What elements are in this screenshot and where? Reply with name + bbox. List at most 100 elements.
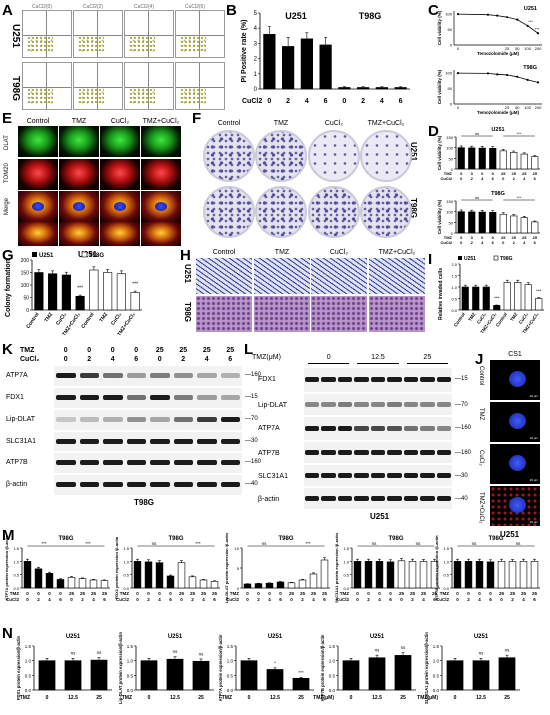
bar <box>531 156 539 170</box>
x-tick-label: 0 <box>454 695 457 701</box>
protein-band <box>103 460 123 465</box>
row-value: 25 <box>510 591 516 596</box>
row-value: 0 <box>290 597 293 602</box>
y-tick-label: 0.5 <box>127 673 134 678</box>
row-label: TMZ <box>230 591 239 596</box>
bar <box>446 660 464 691</box>
nucleus <box>155 201 167 212</box>
x-tick-label: 25 <box>298 695 304 701</box>
y-tick-label: 0.0 <box>451 308 457 313</box>
fluorescence-image <box>100 126 140 157</box>
blot-strip <box>304 488 452 509</box>
chart-title: T98G <box>58 536 73 542</box>
mw-label: —160 <box>455 450 472 456</box>
flow-cytometry-plot <box>124 62 174 110</box>
bar <box>338 87 351 90</box>
bar <box>453 561 462 589</box>
column-label: CuCl₂ <box>329 249 349 256</box>
row-value: 4 <box>48 597 51 602</box>
lane-value: 0 <box>63 347 68 354</box>
bar <box>498 657 516 691</box>
bar-chart: 0.0 0.5 1.0 1.5 <box>227 644 314 693</box>
data-point <box>486 13 489 16</box>
protein-band <box>436 495 451 501</box>
y-axis-label: SLC31A1 protein expression /β-actin <box>334 533 339 603</box>
y-tick-label: 50 <box>449 156 454 161</box>
row-value: 4 <box>268 597 271 602</box>
row-label: TMZ <box>10 591 19 596</box>
row-value: 6 <box>492 240 495 245</box>
panel-letter-j: J <box>475 351 484 368</box>
column-label: TMZ+CuCl₂ <box>367 120 405 127</box>
bar <box>364 561 373 589</box>
bar <box>472 660 490 691</box>
protein-band <box>354 472 369 478</box>
protein-band <box>370 495 386 501</box>
scale-bar-label: 10 μm <box>529 394 538 398</box>
scale-bar-label: 10 μm <box>529 436 538 440</box>
x-axis-label: Temozolomide (μM) <box>477 51 519 56</box>
significance: ns <box>262 541 268 546</box>
blot-strip <box>54 432 242 451</box>
significance: *** <box>132 282 138 288</box>
row-label: CuCl2 <box>226 597 239 602</box>
row-value: 0 <box>246 591 249 596</box>
invasion-image <box>254 258 310 294</box>
y-tick-label: 0 <box>237 586 240 591</box>
y-tick-label: 0.5 <box>443 573 449 578</box>
row-value: 6 <box>213 597 216 602</box>
y-tick-label: 50 <box>448 27 453 32</box>
bar <box>298 579 307 589</box>
protein-band <box>103 482 123 487</box>
row-value: 2 <box>257 597 260 602</box>
y-axis-label: Lip-DLAT protein expression /β-actin <box>224 532 229 602</box>
x-axis-label: TMZ <box>222 695 232 701</box>
bar <box>357 87 370 90</box>
protein-band <box>197 460 217 465</box>
bar <box>240 660 258 691</box>
dose-bracket <box>357 363 399 364</box>
protein-band <box>436 449 451 455</box>
row-label: Control <box>478 366 484 386</box>
y-tick-label: 1.5 <box>433 644 440 649</box>
row-value: 0 <box>467 591 470 596</box>
significance: *** <box>528 19 533 24</box>
protein-label: FDX1 <box>6 394 24 401</box>
bar <box>192 660 210 691</box>
data-point <box>456 71 460 75</box>
protein-band <box>220 438 240 444</box>
bar <box>375 561 384 589</box>
fluorescence-image <box>141 191 181 222</box>
protein-band <box>420 377 435 382</box>
bar <box>386 561 395 589</box>
protein-band <box>403 495 419 501</box>
bar <box>508 561 517 589</box>
y-tick-label: 1.0 <box>329 659 336 664</box>
bar <box>177 562 186 589</box>
y-tick-label: 200 <box>21 258 30 264</box>
lane-value: 4 <box>204 356 209 363</box>
nucleus <box>114 201 126 212</box>
bar <box>472 286 480 311</box>
x-tick-label: 12.5 <box>270 695 280 701</box>
column-label: TMZ <box>273 120 289 127</box>
protein-band <box>197 438 217 444</box>
data-point <box>506 16 509 19</box>
bar <box>468 147 476 170</box>
scale-bar-label: 10 μm <box>529 520 538 524</box>
nucleus <box>509 497 526 514</box>
y-axis-label: Colony formation <box>5 259 12 317</box>
row-value: 0 <box>158 591 161 596</box>
panel-letter-d: D <box>428 123 439 140</box>
row-value: 2 <box>471 176 474 181</box>
quadrant-line-v <box>46 11 48 57</box>
nucleus <box>73 201 85 212</box>
quadrant-line-h <box>74 86 122 88</box>
lane-value: 25 <box>202 347 211 354</box>
panel-letter-n: N <box>2 625 13 642</box>
x-tick-label: 12.5 <box>476 695 486 701</box>
row-value: 0 <box>180 597 183 602</box>
lane-value: 25 <box>226 347 235 354</box>
bar-chart: 0.0 0.5 1.0 1.5 <box>443 546 540 591</box>
bar <box>78 578 87 589</box>
